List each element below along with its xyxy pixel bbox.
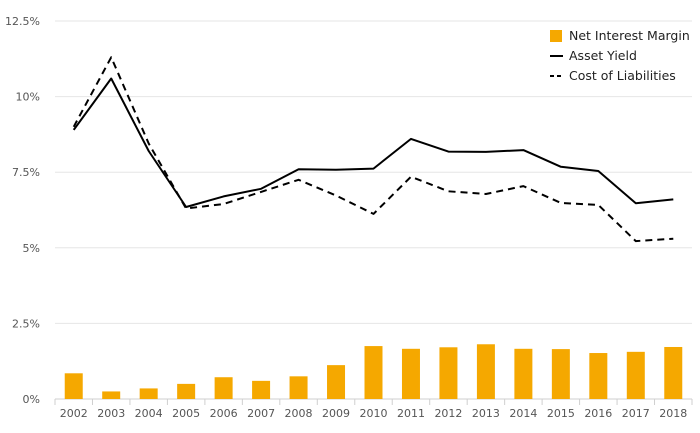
net-interest-margin-bars <box>64 344 683 399</box>
x-tick-label: 2002 <box>60 407 88 420</box>
x-tick-label: 2018 <box>659 407 687 420</box>
net-interest-margin-bar <box>64 373 83 399</box>
x-tick-label: 2011 <box>397 407 425 420</box>
x-tick-label: 2010 <box>360 407 388 420</box>
x-tick-label: 2016 <box>584 407 612 420</box>
net-interest-margin-bar <box>177 383 196 399</box>
y-tick-label: 12.5% <box>5 15 40 28</box>
x-tick-label: 2007 <box>247 407 275 420</box>
net-interest-margin-bar <box>551 349 570 399</box>
x-tick-label: 2012 <box>434 407 462 420</box>
net-interest-margin-bar <box>476 344 495 399</box>
y-tick-label: 2.5% <box>12 317 40 330</box>
x-tick-label: 2017 <box>622 407 650 420</box>
cost-of-liabilities-line <box>72 56 674 243</box>
grid-lines <box>54 20 693 405</box>
legend: Net Interest Margin Asset Yield Cost of Li… <box>550 28 690 83</box>
x-tick-label: 2003 <box>97 407 125 420</box>
net-interest-margin-bar <box>214 377 233 399</box>
net-interest-margin-bar <box>139 388 158 399</box>
net-interest-margin-bar <box>364 346 383 399</box>
legend-label: Cost of Liabilities <box>569 68 676 83</box>
legend-label: Net Interest Margin <box>569 28 690 43</box>
x-tick-label: 2013 <box>472 407 500 420</box>
y-tick-label: 10% <box>16 91 40 104</box>
net-interest-margin-bar <box>401 348 420 399</box>
x-tick-label: 2009 <box>322 407 350 420</box>
x-tick-label: 2008 <box>285 407 313 420</box>
x-tick-label: 2006 <box>210 407 238 420</box>
x-tick-label: 2014 <box>509 407 537 420</box>
x-tick-label: 2004 <box>135 407 163 420</box>
x-tick-label: 2015 <box>547 407 575 420</box>
net-interest-margin-bar <box>102 391 121 399</box>
net-interest-margin-bar <box>626 351 645 399</box>
net-interest-margin-bar <box>589 353 608 399</box>
legend-swatch-bar <box>550 30 562 42</box>
net-interest-margin-bar <box>327 365 346 399</box>
legend-label: Asset Yield <box>569 48 637 63</box>
net-interest-margin-bar <box>514 348 533 399</box>
y-tick-label: 0% <box>23 393 40 406</box>
y-tick-label: 5% <box>23 242 40 255</box>
net-interest-margin-bar <box>664 346 683 399</box>
x-axis-tick-labels: 2002 2003 2004 2005 2006 2007 2008 2009 2010 2011… <box>60 407 688 420</box>
net-interest-margin-bar <box>439 347 458 399</box>
y-tick-label: 7.5% <box>12 166 40 179</box>
asset-yield-line <box>72 77 674 208</box>
net-interest-margin-bar <box>252 380 271 399</box>
net-interest-margin-bar <box>289 376 308 399</box>
line-series <box>72 56 674 243</box>
y-axis-tick-labels: 0% 2.5% 5% 7.5% 10% 12.5% <box>5 15 40 406</box>
x-tick-label: 2005 <box>172 407 200 420</box>
